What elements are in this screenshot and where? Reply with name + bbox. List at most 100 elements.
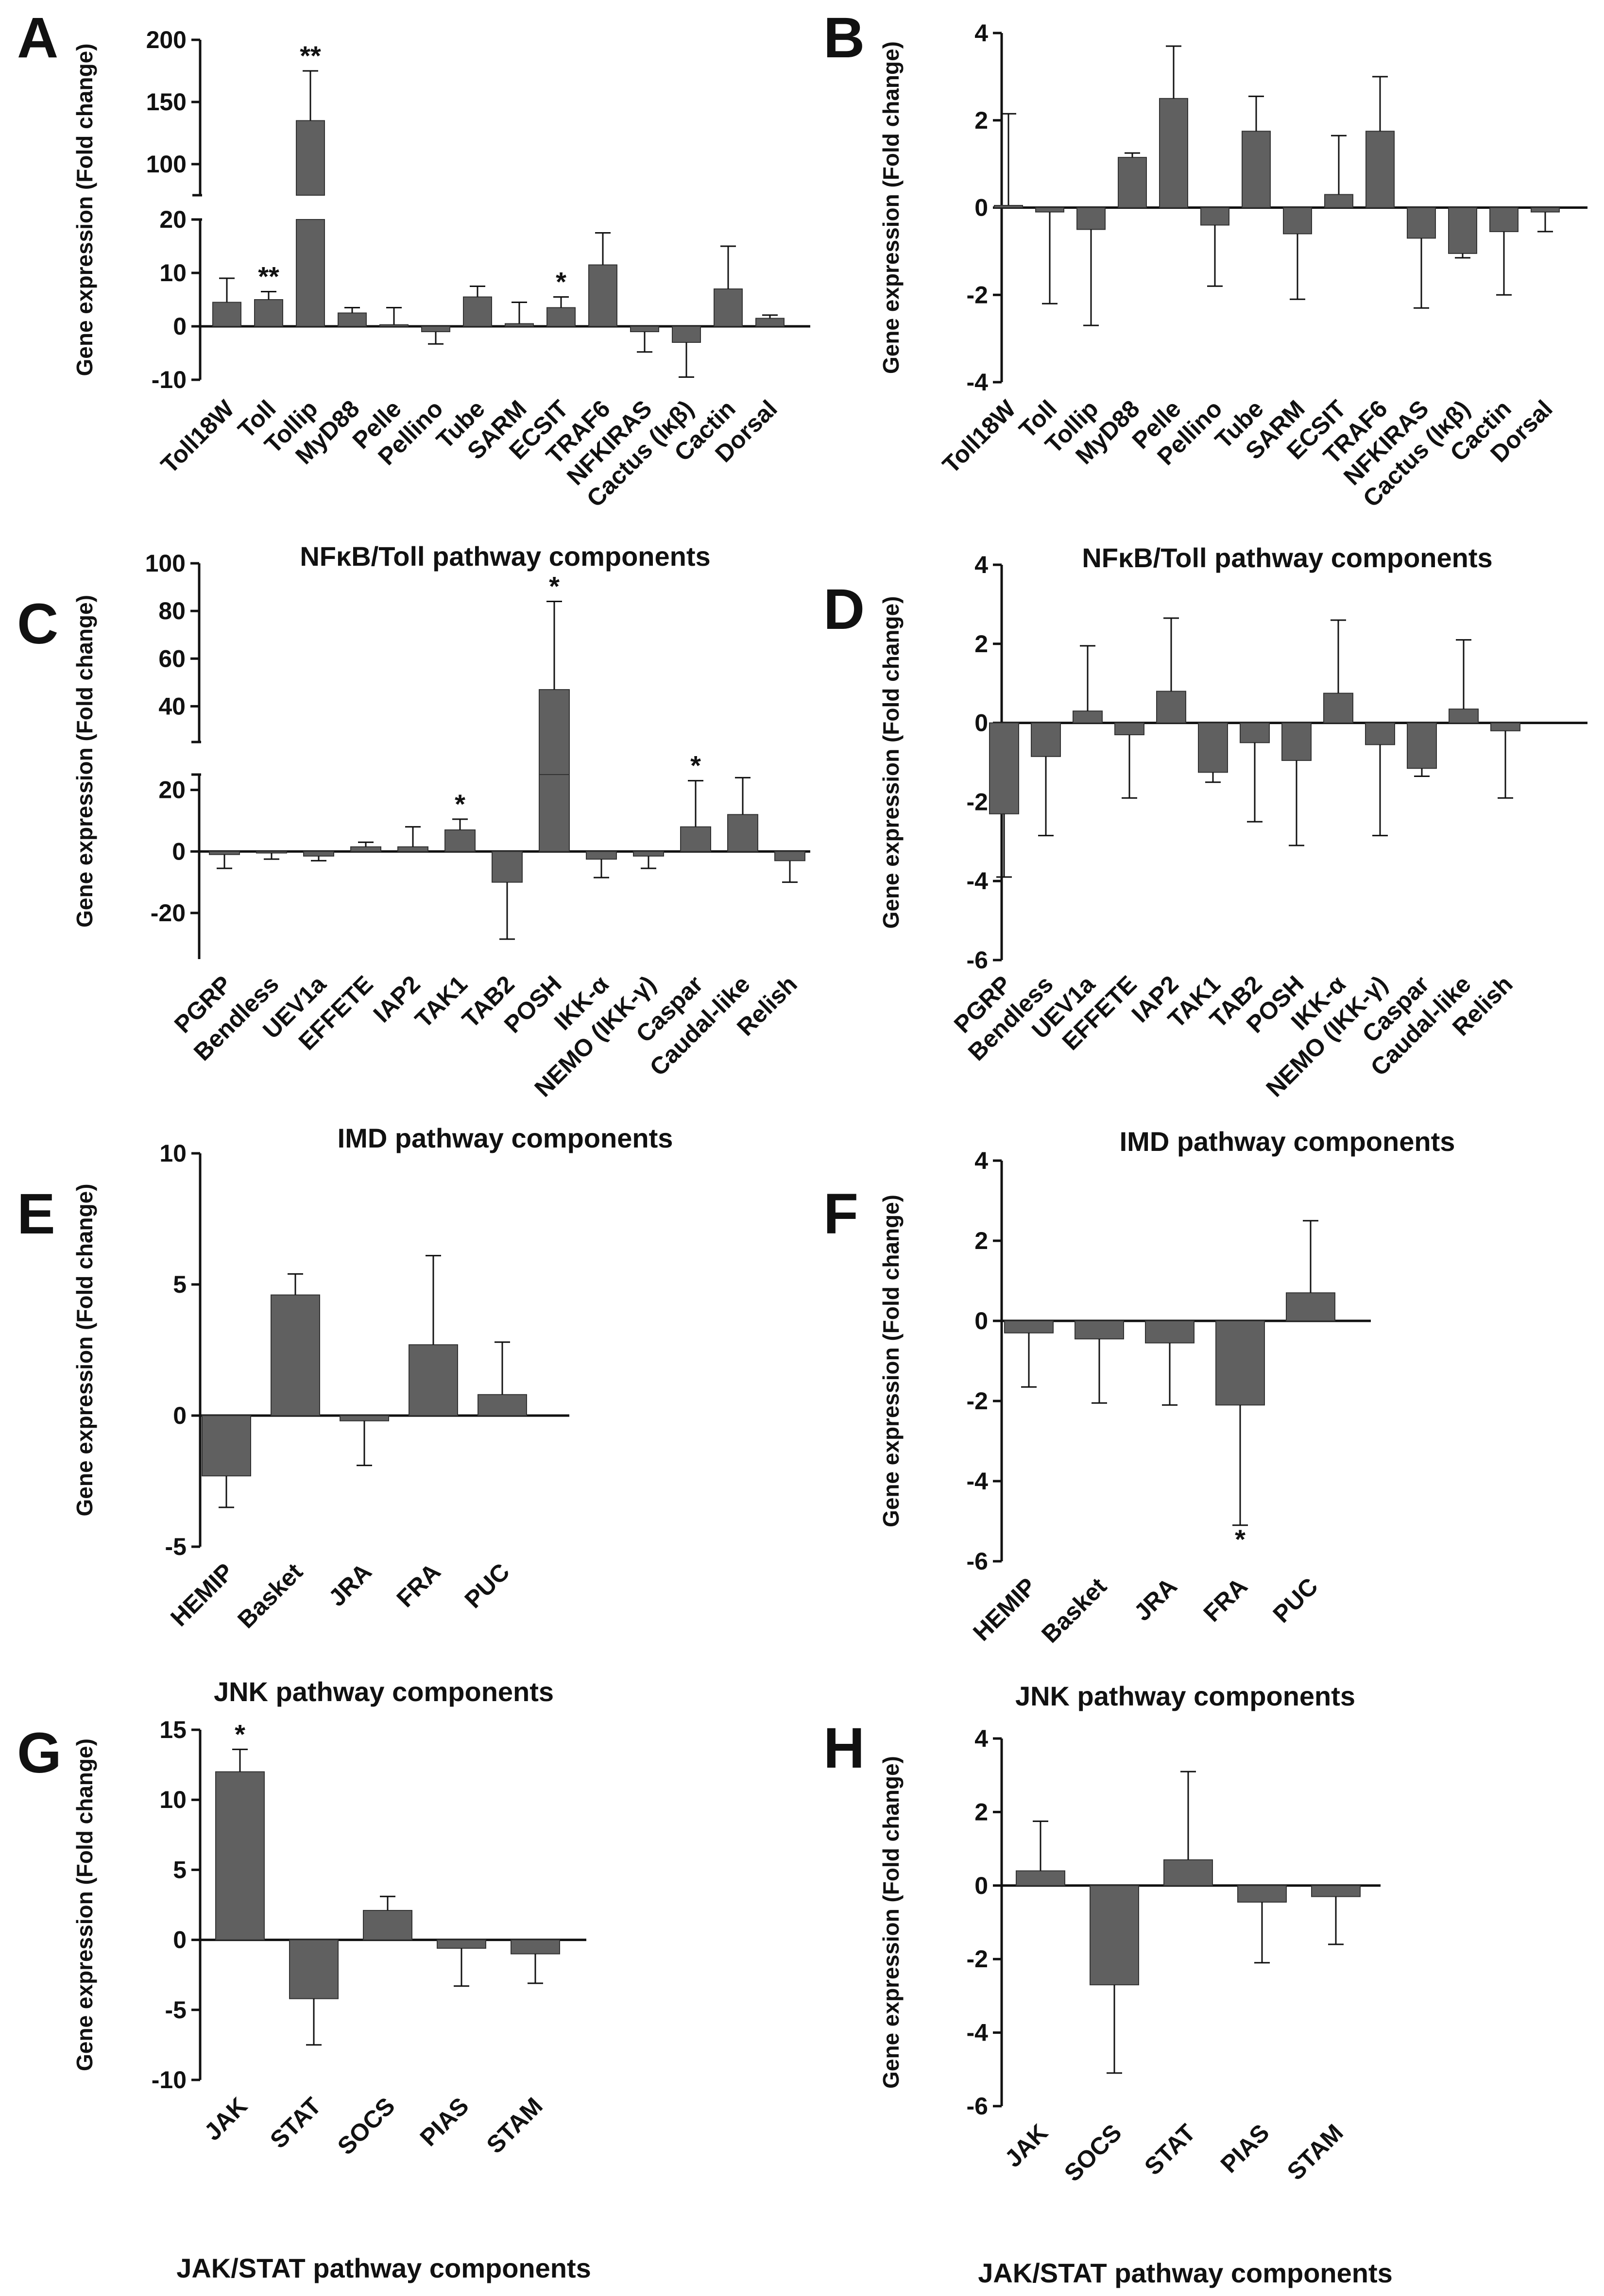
x-tick-label: HEMIP: [165, 1558, 239, 1632]
bar-tab2: [1240, 722, 1270, 743]
panel-letter-c: C: [17, 592, 58, 656]
bar-myd88: [1118, 157, 1147, 208]
x-tick-label: PUC: [460, 1558, 515, 1613]
bar-stat: [289, 1939, 339, 1999]
bar-cactus-i-: [1448, 207, 1477, 254]
y-tick-label: -4: [967, 369, 989, 396]
x-tick-label: HEMIP: [968, 1572, 1041, 1646]
x-axis-label: NFκB/Toll pathway components: [1082, 542, 1492, 573]
x-tick-label: PUC: [1268, 1572, 1323, 1628]
y-axis-label: Gene expression (Fold change): [72, 1183, 97, 1516]
bar-pgrp: [209, 851, 240, 855]
bar-toll18w: [212, 302, 241, 327]
bar-puc: [1286, 1292, 1335, 1321]
y-tick-label: 0: [974, 194, 988, 221]
panel-letter-h: H: [823, 1716, 865, 1780]
bar-uev1a: [1073, 710, 1103, 724]
bar-tollip: [296, 219, 325, 327]
bar-nfkiras: [630, 326, 659, 332]
x-tick-label: JRA: [323, 1558, 376, 1611]
panel-letter-e: E: [17, 1182, 55, 1246]
bar-tube: [1242, 131, 1271, 208]
y-tick-label: 0: [173, 313, 187, 340]
chart-panel-a: A-1001020100150200Toll18W**Toll**TollipM…: [17, 6, 810, 572]
bar-tollip: [1076, 207, 1106, 230]
y-tick-label: 100: [145, 550, 186, 577]
y-tick-label: 100: [146, 151, 187, 178]
y-tick-label: 15: [159, 1716, 187, 1743]
x-axis-label: JAK/STAT pathway components: [176, 2253, 591, 2283]
bar-tak1: [1198, 722, 1228, 773]
bar-traf6: [588, 264, 617, 327]
x-axis-label: JNK pathway components: [1015, 1681, 1355, 1711]
bar-iap2: [1156, 691, 1186, 724]
bar-basket: [271, 1294, 320, 1417]
y-axis-label: Gene expression (Fold change): [878, 1195, 904, 1527]
bar-pgrp: [989, 722, 1019, 814]
bar-tak1: [444, 829, 476, 852]
bar-caudal-like: [727, 814, 758, 852]
bar-caspar: [1407, 722, 1437, 769]
x-tick-label: FRA: [392, 1558, 446, 1612]
x-axis-label: IMD pathway components: [338, 1123, 673, 1153]
y-tick-label: -2: [967, 788, 988, 815]
x-tick-label: SOCS: [1059, 2119, 1127, 2187]
bar-posh: [1281, 722, 1312, 761]
panel-letter-d: D: [823, 577, 865, 642]
y-tick-label: 10: [159, 1786, 187, 1813]
y-tick-label: -2: [967, 281, 988, 308]
bar-ecsit: [1324, 194, 1353, 208]
x-tick-label: STAT: [1139, 2119, 1201, 2180]
bar-stam: [511, 1939, 560, 1955]
y-axis-label: Gene expression (Fold change): [72, 595, 97, 928]
y-tick-label: 20: [159, 206, 187, 233]
y-tick-label: 10: [159, 259, 187, 287]
x-tick-label: FRA: [1198, 1572, 1253, 1627]
x-tick-label: JRA: [1128, 1572, 1182, 1626]
y-tick-label: -2: [967, 1945, 988, 1973]
bar-pellino: [1200, 207, 1229, 226]
x-axis-label: JAK/STAT pathway components: [978, 2258, 1393, 2288]
bar-relish: [774, 851, 805, 861]
bar-puc: [478, 1394, 527, 1417]
bar-bendless: [1031, 722, 1061, 757]
bar-jak: [1016, 1870, 1065, 1886]
bar-basket: [1075, 1320, 1124, 1340]
y-tick-label: 5: [173, 1271, 187, 1298]
significance-marker: **: [258, 261, 279, 292]
y-tick-label: -10: [152, 366, 187, 393]
bar-fra: [409, 1344, 458, 1416]
x-tick-label: STAT: [265, 2092, 326, 2154]
y-tick-label: 200: [146, 26, 187, 53]
x-axis-label: NFκB/Toll pathway components: [300, 541, 710, 572]
significance-marker: *: [455, 789, 465, 819]
y-tick-label: 2: [974, 1227, 988, 1254]
x-tick-label: JAK: [999, 2119, 1053, 2172]
y-tick-label: 10: [159, 1140, 187, 1167]
bar-tab2: [492, 851, 523, 883]
significance-marker: *: [556, 267, 566, 297]
bar-jra: [340, 1415, 389, 1421]
bar-socs: [1090, 1885, 1139, 1986]
y-axis-label: Gene expression (Fold change): [878, 596, 904, 929]
significance-marker: *: [690, 750, 701, 781]
bar-hemip: [202, 1415, 251, 1477]
bar-uev1a: [303, 851, 334, 857]
x-tick-label: PIAS: [1215, 2119, 1275, 2178]
significance-marker: *: [1235, 1524, 1246, 1554]
x-tick-label: Basket: [232, 1558, 308, 1634]
x-tick-label: PIAS: [415, 2092, 474, 2151]
bar-stat: [1163, 1859, 1213, 1886]
chart-panel-d: D-6-4-2024PGRPBendlessUEV1aEFFETEIAP2TAK…: [823, 551, 1587, 1157]
x-tick-label: Toll18W: [155, 395, 239, 479]
bar-tube: [463, 296, 492, 327]
bar-pelle: [379, 324, 409, 327]
y-tick-label: -6: [967, 1548, 988, 1575]
panel-letter-f: F: [823, 1182, 858, 1246]
bar-upper-segment: [296, 120, 325, 196]
bar-fra: [1215, 1320, 1265, 1406]
y-tick-label: 0: [173, 1926, 187, 1954]
y-tick-label: -5: [165, 1996, 187, 2024]
